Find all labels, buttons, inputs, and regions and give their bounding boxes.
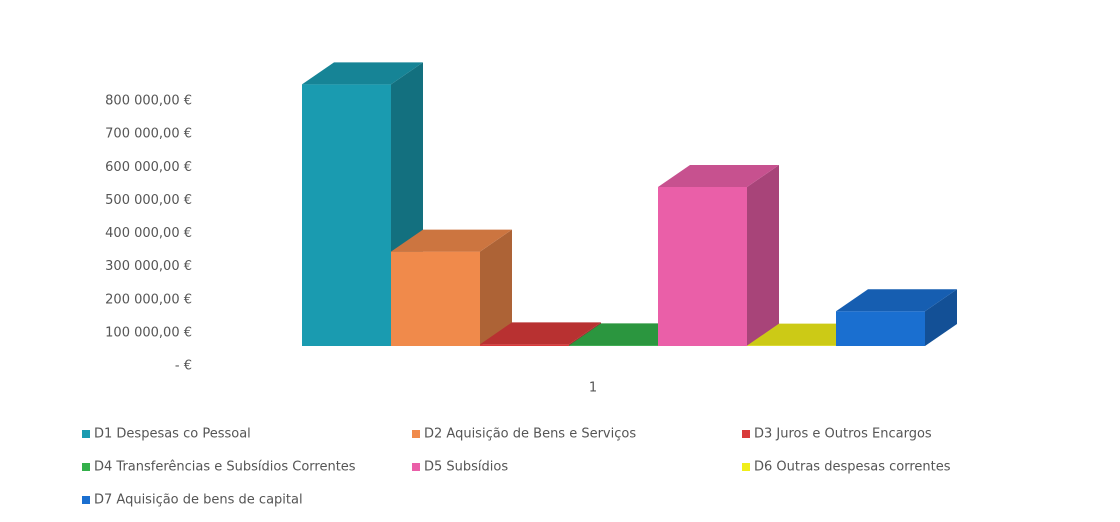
legend-swatch <box>82 430 90 438</box>
legend-label: D3 Juros e Outros Encargos <box>754 427 932 442</box>
legend-label: D1 Despesas co Pessoal <box>94 427 251 442</box>
bar-front <box>658 187 747 346</box>
bar-side <box>925 289 957 346</box>
bar-front <box>391 251 480 346</box>
bar-front <box>302 84 391 346</box>
bar-side <box>747 165 779 346</box>
bar <box>836 289 957 346</box>
bar-top <box>302 62 423 85</box>
legend-swatch <box>742 430 750 438</box>
bar-top <box>836 289 957 312</box>
legend-swatch <box>82 463 90 471</box>
y-tick-label: - € <box>175 359 192 374</box>
legend-swatch <box>82 496 90 504</box>
y-tick-label: 300 000,00 € <box>105 259 192 274</box>
legend-label: D6 Outras despesas correntes <box>754 460 951 475</box>
x-tick-label: 1 <box>589 381 597 396</box>
y-tick-label: 200 000,00 € <box>105 292 192 307</box>
bar-top <box>480 322 601 345</box>
bar-front <box>569 345 658 346</box>
y-tick-label: 800 000,00 € <box>105 94 192 109</box>
bar <box>658 165 779 346</box>
bar-front <box>480 344 569 346</box>
bar-top <box>391 229 512 252</box>
y-tick-label: 600 000,00 € <box>105 160 192 175</box>
legend-label: D5 Subsídios <box>424 460 508 475</box>
legend-swatch <box>742 463 750 471</box>
legend-label: D7 Aquisição de bens de capital <box>94 493 303 508</box>
y-tick-label: 500 000,00 € <box>105 193 192 208</box>
bar <box>391 229 512 346</box>
bar-side <box>480 229 512 346</box>
legend-swatch <box>412 463 420 471</box>
bar-front <box>836 311 925 346</box>
y-tick-label: 100 000,00 € <box>105 325 192 340</box>
bar-top <box>658 165 779 187</box>
legend-label: D4 Transferências e Subsídios Correntes <box>94 460 356 475</box>
legend-label: D2 Aquisição de Bens e Serviços <box>424 427 636 442</box>
y-tick-label: 700 000,00 € <box>105 127 192 142</box>
y-tick-label: 400 000,00 € <box>105 226 192 241</box>
legend-swatch <box>412 430 420 438</box>
